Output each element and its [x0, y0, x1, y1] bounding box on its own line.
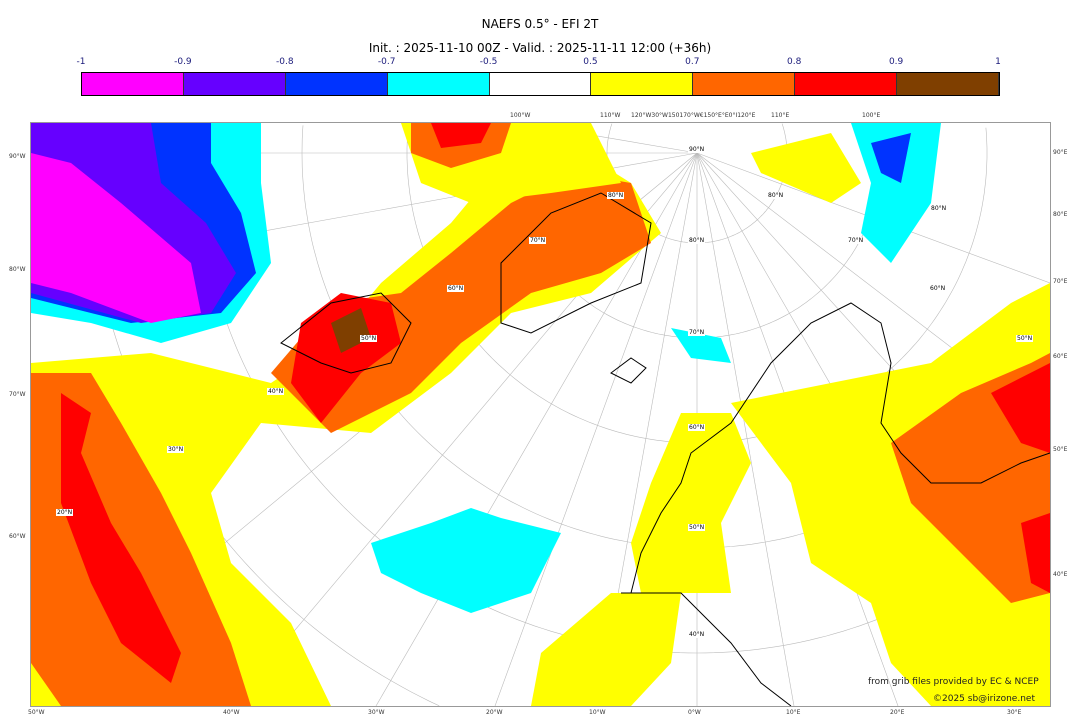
colorbar-tick-label: -0.9 [174, 57, 192, 67]
latitude-label: 80°N [688, 237, 706, 244]
top-axis-label: 100°W [510, 112, 531, 119]
bottom-axis-label: 30°W [368, 709, 385, 716]
bottom-axis-label: 20°E [890, 709, 905, 716]
bottom-axis-label: 30°E [1007, 709, 1022, 716]
right-axis-label: 50°E [1053, 446, 1068, 453]
bottom-axis-label: 40°W [223, 709, 240, 716]
colorbar-tick-label: -0.7 [377, 57, 396, 67]
colorbar-segment [387, 73, 490, 95]
latitude-label: 80°N [767, 192, 785, 199]
latitude-label: 60°N [688, 424, 706, 431]
efi-map [31, 123, 1050, 706]
colorbar-tick-label: -0.5 [479, 57, 498, 67]
latitude-label: 60°N [447, 285, 465, 292]
coastlines [280, 192, 1050, 706]
efi-fields [31, 123, 1050, 706]
bottom-axis-label: 50°W [28, 709, 45, 716]
colorbar [81, 72, 1000, 96]
latitude-label: 40°N [688, 631, 706, 638]
top-axis-label: 100°E [862, 112, 881, 119]
colorbar-segment [693, 73, 796, 95]
colorbar-tick-label: 0.7 [685, 57, 700, 67]
bottom-axis-label: 10°W [589, 709, 606, 716]
left-axis-label: 70°W [9, 391, 26, 398]
colorbar-segment [591, 73, 694, 95]
latitude-label: 20°N [56, 509, 74, 516]
map-panel[interactable] [30, 122, 1051, 707]
map-title: NAEFS 0.5° - EFI 2T [481, 17, 599, 31]
colorbar-segment [795, 73, 898, 95]
latitude-label: 50°N [360, 335, 378, 342]
colorbar-tick-label: -0.8 [275, 57, 294, 67]
latitude-label: 70°N [688, 329, 706, 336]
colorbar-tick-label: 1 [995, 57, 1001, 67]
bottom-axis-label: 0°W [688, 709, 701, 716]
right-axis-label: 70°E [1053, 278, 1068, 285]
left-axis-label: 60°W [9, 533, 26, 540]
top-axis-label: 110°W [600, 112, 621, 119]
latitude-label: 40°N [267, 388, 285, 395]
top-axis-label: 110°E [771, 112, 790, 119]
bottom-axis-label: 10°E [786, 709, 801, 716]
colorbar-segment [285, 73, 388, 95]
colorbar-tick-label: 0.5 [583, 57, 598, 67]
latitude-label: 70°N [847, 237, 865, 244]
latitude-label: 90°N [688, 146, 706, 153]
right-axis-label: 60°E [1053, 353, 1068, 360]
copyright: ©2025 sb@irizone.net [933, 694, 1035, 704]
left-axis-label: 90°W [9, 153, 26, 160]
right-axis-label: 40°E [1053, 571, 1068, 578]
latitude-label: 60°N [929, 285, 947, 292]
latitude-label: 30°N [167, 446, 185, 453]
source-attribution: from grib files provided by EC & NCEP [868, 677, 1039, 687]
latitude-label: 80°N [607, 192, 625, 199]
colorbar-segment [183, 73, 286, 95]
latitude-label: 50°N [1016, 335, 1034, 342]
top-axis-label: 120°W30°W150170°W€150°E°E0°I120°E [631, 112, 756, 119]
latitude-label: 70°N [529, 237, 547, 244]
colorbar-segment [82, 73, 184, 95]
right-axis-label: 80°E [1053, 211, 1068, 218]
colorbar-tick-label: 0.8 [787, 57, 802, 67]
colorbar-tick-label: -1 [76, 57, 86, 67]
right-axis-label: 90°E [1053, 149, 1068, 156]
latitude-label: 50°N [688, 524, 706, 531]
bottom-axis-label: 20°W [486, 709, 503, 716]
latitude-label: 80°N [930, 205, 948, 212]
colorbar-segment [489, 73, 592, 95]
colorbar-tick-label: 0.9 [888, 57, 904, 67]
left-axis-label: 80°W [9, 266, 26, 273]
map-subtitle: Init. : 2025-11-10 00Z - Valid. : 2025-1… [368, 41, 712, 55]
colorbar-segment [897, 73, 1000, 95]
